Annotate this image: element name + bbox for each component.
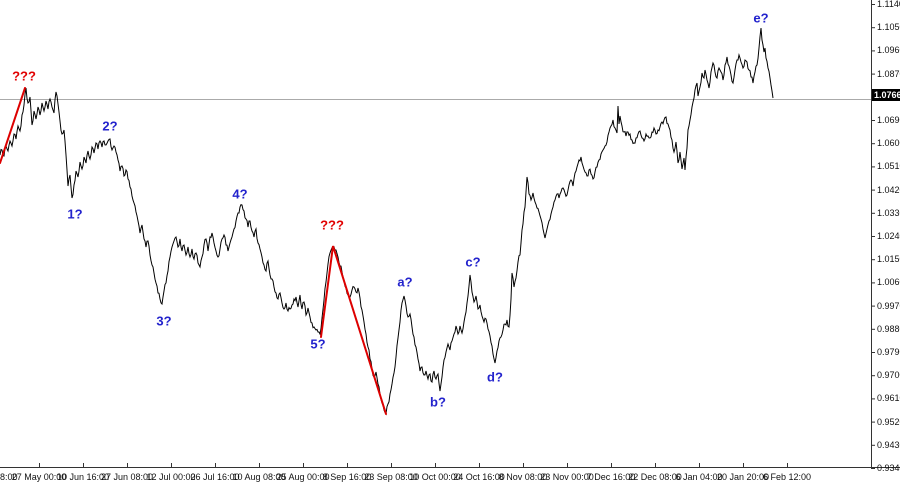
- time-axis-label: 8 Sep 16:00: [322, 472, 372, 482]
- price-line-series: [0, 27, 774, 416]
- time-axis-label: 10 Aug 08:00: [232, 472, 286, 482]
- trend-line-1: [0, 87, 26, 164]
- wave-label-bq: b?: [430, 394, 446, 410]
- wave-label-2q: 2?: [102, 118, 118, 134]
- wave-label-4q: 4?: [232, 186, 248, 202]
- price-axis-label: 1.0150: [877, 254, 900, 265]
- price-axis-label: 1.0960: [877, 45, 900, 56]
- price-axis-label: 0.9340: [877, 463, 900, 473]
- time-axis-label: 26 Jul 16:00: [190, 472, 240, 482]
- time-axis-label: 12 Jul 00:00: [146, 472, 196, 482]
- wave-label-cq: c?: [465, 254, 481, 270]
- current-price-tag: 1.0766: [872, 89, 900, 101]
- time-axis-label-partial: 8:00: [0, 472, 18, 482]
- time-axis-label: 6 Jan 04:00: [675, 472, 723, 482]
- price-axis-label: 1.0240: [877, 231, 900, 241]
- wave-label-5q: 5?: [310, 336, 326, 352]
- time-axis-label: 27 May 00:00: [11, 472, 67, 482]
- time-axis-label: 27 Jun 08:00: [100, 472, 154, 482]
- time-axis-label: 7 Dec 16:00: [586, 472, 636, 482]
- price-axis-label: 1.0870: [877, 68, 900, 79]
- time-axis-label: 20 Jan 20:00: [716, 472, 770, 482]
- wave-label-qqq: ???: [12, 68, 36, 84]
- time-axis-label: 10 Jun 16:00: [56, 472, 110, 482]
- price-axis-label: 1.0690: [877, 115, 900, 125]
- price-axis-label: 1.0330: [877, 207, 900, 218]
- wave-label-dq: d?: [487, 369, 503, 385]
- trend-line-2: [320, 245, 387, 415]
- price-axis-label: 1.0420: [877, 184, 900, 195]
- time-axis-label: 23 Sep 08:00: [364, 472, 418, 482]
- time-axis-label: 24 Oct 16:00: [453, 472, 505, 482]
- time-axis-label: 8 Nov 08:00: [498, 472, 548, 482]
- time-axis-label: 22 Dec 08:00: [628, 472, 682, 482]
- wave-label-1q: 1?: [67, 206, 83, 222]
- price-axis-label: 1.0510: [877, 161, 900, 172]
- time-axis-label: 23 Nov 00:00: [540, 472, 594, 482]
- wave-label-eq: e?: [753, 10, 769, 26]
- time-axis-label: 6 Feb 12:00: [762, 472, 812, 482]
- time-axis-label: 10 Oct 00:00: [409, 472, 461, 482]
- wave-label-3q: 3?: [156, 313, 172, 329]
- wave-label-qqq: ???: [320, 217, 344, 233]
- price-axis-label: 1.1140: [877, 0, 900, 9]
- price-axis-label: 1.0600: [877, 138, 900, 149]
- wave-label-aq: a?: [397, 274, 413, 290]
- current-price-value: 1.0766: [874, 90, 900, 100]
- price-axis-label: 1.1050: [877, 22, 900, 33]
- time-axis-label: 25 Aug 00:00: [276, 472, 330, 482]
